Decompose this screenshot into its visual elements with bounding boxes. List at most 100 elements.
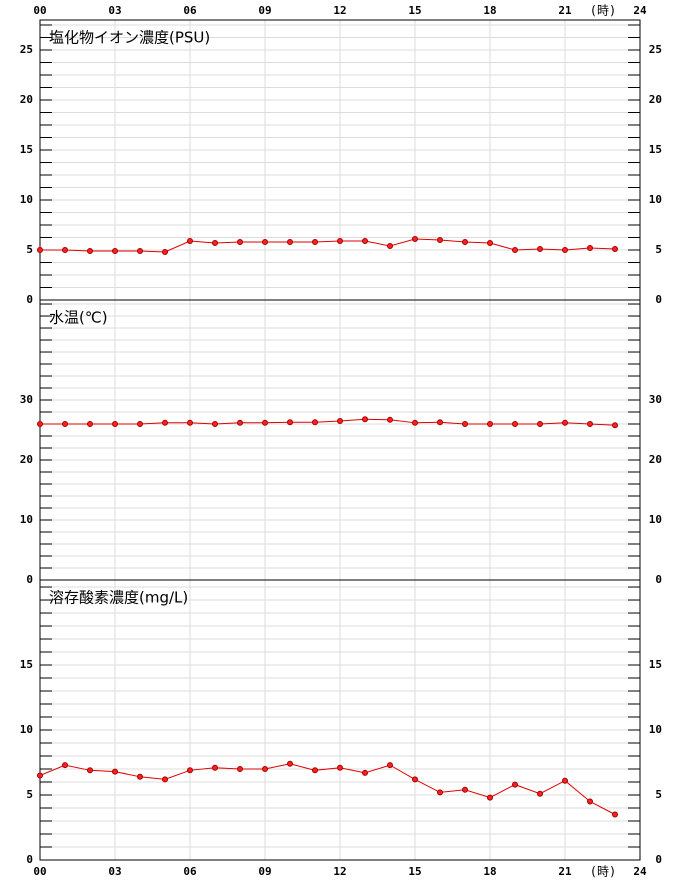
data-point: [37, 772, 43, 779]
x-tick-label: 15: [408, 865, 421, 878]
data-point: [612, 246, 618, 252]
panel-title: 水温(℃): [49, 309, 108, 327]
data-point: [212, 421, 218, 428]
y-tick-label: 20: [20, 453, 33, 466]
y-tick-label-right: 15: [649, 658, 662, 671]
x-tick-label: 09: [258, 4, 271, 17]
data-point: [537, 246, 543, 252]
data-point: [37, 247, 43, 253]
data-point: [337, 418, 343, 425]
data-point: [462, 786, 468, 793]
data-point: [287, 760, 293, 767]
data-point: [462, 421, 468, 428]
y-tick-label: 5: [26, 243, 33, 256]
data-point: [237, 766, 243, 773]
data-point: [112, 768, 118, 775]
data-point: [87, 248, 93, 254]
y-tick-label-right: 25: [649, 43, 662, 56]
data-point: [37, 421, 43, 428]
x-tick-label: 15: [408, 4, 421, 17]
x-axis-label: (時): [590, 865, 616, 879]
data-point: [137, 421, 143, 428]
data-point: [187, 767, 193, 774]
panel-title: 塩化物イオン濃度(PSU): [49, 29, 210, 47]
x-tick-label: 09: [258, 865, 271, 878]
y-tick-label: 10: [20, 513, 33, 526]
data-point: [62, 421, 68, 428]
data-point: [312, 767, 318, 774]
y-tick-label: 0: [26, 293, 33, 306]
data-point: [412, 419, 418, 426]
y-tick-label-right: 5: [655, 243, 662, 256]
series-line: [40, 418, 616, 426]
data-point: [287, 419, 293, 426]
data-point: [137, 773, 143, 780]
data-point: [162, 419, 168, 426]
data-point: [387, 416, 393, 423]
data-point: [112, 248, 118, 254]
y-tick-label: 0: [26, 573, 33, 586]
data-point: [587, 245, 593, 251]
y-tick-label-right: 0: [655, 293, 662, 306]
x-tick-label: 24: [633, 4, 647, 17]
y-tick-label: 15: [20, 143, 33, 156]
data-point: [262, 419, 268, 426]
y-tick-label-right: 20: [649, 453, 662, 466]
y-tick-label: 20: [20, 93, 33, 106]
data-point: [412, 236, 418, 242]
y-tick-label-right: 10: [649, 513, 662, 526]
data-point: [487, 794, 493, 801]
data-point: [562, 419, 568, 426]
x-tick-label: 03: [108, 865, 121, 878]
y-tick-label: 10: [20, 723, 33, 736]
data-point: [387, 243, 393, 249]
x-tick-label: 03: [108, 4, 121, 17]
data-point: [512, 421, 518, 428]
x-tick-label: 24: [633, 865, 647, 878]
y-tick-label-right: 0: [655, 573, 662, 586]
x-tick-label: 00: [33, 4, 46, 17]
data-point: [312, 239, 318, 245]
data-point: [187, 419, 193, 426]
data-point: [562, 777, 568, 784]
data-point: [112, 421, 118, 428]
data-point: [237, 419, 243, 426]
data-point: [537, 421, 543, 428]
x-tick-label: 00: [33, 865, 46, 878]
data-point: [587, 421, 593, 428]
data-point: [612, 422, 618, 429]
data-point: [387, 762, 393, 769]
data-point: [62, 762, 68, 769]
x-tick-label: 18: [483, 4, 496, 17]
panel-border: [39, 579, 641, 861]
data-point: [237, 239, 243, 245]
data-point: [487, 240, 493, 246]
y-tick-label: 5: [26, 788, 33, 801]
x-tick-label: 06: [183, 865, 197, 878]
data-point: [487, 421, 493, 428]
data-point: [262, 239, 268, 245]
x-tick-label: 12: [333, 4, 346, 17]
data-point: [362, 416, 368, 423]
y-tick-label: 10: [20, 193, 33, 206]
panel-title: 溶存酸素濃度(mg/L): [49, 589, 188, 607]
data-point: [62, 247, 68, 253]
data-point: [212, 240, 218, 246]
data-point: [412, 776, 418, 783]
data-point: [362, 238, 368, 244]
y-tick-label: 30: [20, 393, 33, 406]
y-tick-label-right: 15: [649, 143, 662, 156]
data-point: [262, 766, 268, 773]
data-point: [287, 239, 293, 245]
data-point: [512, 781, 518, 788]
y-tick-label: 25: [20, 43, 33, 56]
x-tick-label: 21: [558, 4, 572, 17]
y-tick-label-right: 10: [649, 723, 662, 736]
y-tick-label: 0: [26, 853, 33, 866]
data-point: [362, 769, 368, 776]
data-point: [162, 249, 168, 255]
y-tick-label-right: 30: [649, 393, 662, 406]
y-tick-label: 15: [20, 658, 33, 671]
y-tick-label-right: 20: [649, 93, 662, 106]
